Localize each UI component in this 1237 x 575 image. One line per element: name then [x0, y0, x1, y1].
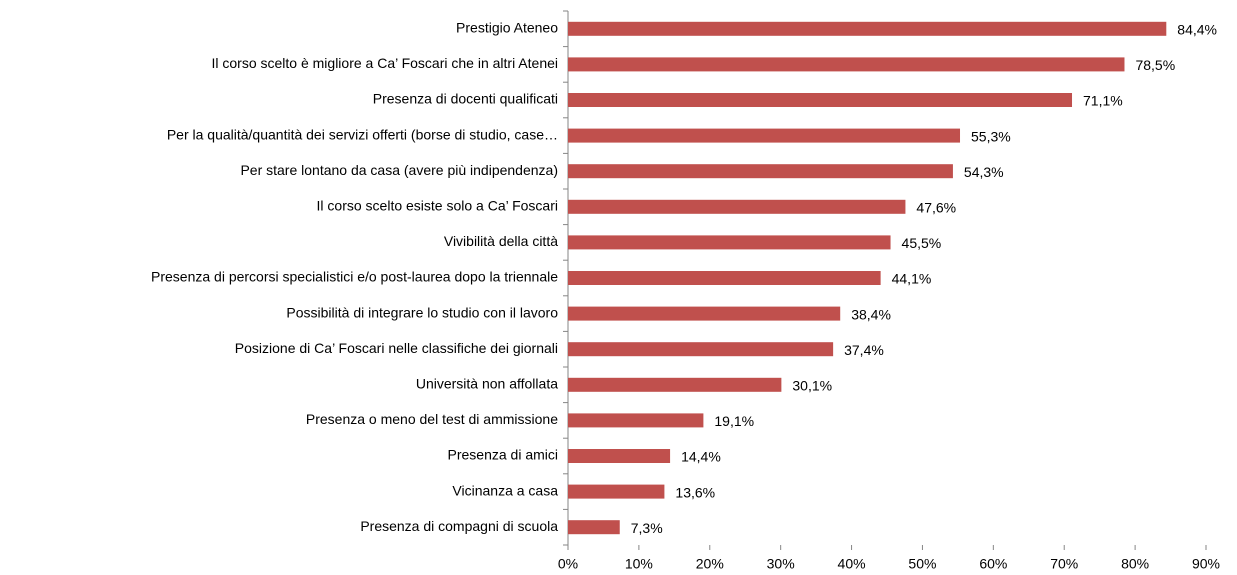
bar: [568, 128, 961, 143]
bar: [568, 93, 1073, 107]
y-tick-label: Vivibilità della città: [444, 233, 558, 249]
value-label: 45,5%: [902, 235, 942, 251]
value-label: 78,5%: [1135, 57, 1175, 73]
bar: [568, 199, 906, 214]
value-label: 47,6%: [916, 200, 956, 216]
value-label: 38,4%: [851, 306, 891, 322]
x-tick-label: 0%: [558, 556, 578, 572]
value-label: 7,3%: [631, 520, 663, 536]
value-label: 37,4%: [844, 342, 884, 358]
y-tick-label: Il corso scelto esiste solo a Ca’ Foscar…: [317, 198, 558, 214]
y-tick-label: Prestigio Ateneo: [456, 20, 558, 36]
x-tick-label: 20%: [696, 556, 724, 572]
bar: [568, 235, 891, 250]
x-tick-label: 50%: [908, 556, 936, 572]
value-label: 84,4%: [1177, 22, 1217, 38]
y-tick-label: Per la qualità/quantità dei servizi offe…: [167, 126, 558, 142]
x-tick-label: 90%: [1192, 556, 1220, 572]
bar: [568, 377, 782, 392]
value-label: 55,3%: [971, 128, 1011, 144]
bar: [568, 342, 834, 357]
value-label: 30,1%: [792, 378, 832, 394]
bar: [568, 271, 881, 285]
y-tick-label: Presenza di docenti qualificati: [373, 91, 558, 107]
bar: [568, 164, 953, 179]
bar: [568, 413, 704, 428]
bar: [568, 520, 620, 535]
bar: [568, 306, 841, 321]
y-tick-label: Possibilità di integrare lo studio con i…: [286, 304, 558, 320]
value-label: 13,6%: [675, 484, 715, 500]
x-tick-label: 30%: [767, 556, 795, 572]
bar: [568, 484, 665, 499]
y-tick-label: Per stare lontano da casa (avere più ind…: [240, 162, 558, 178]
y-tick-label: Il corso scelto è migliore a Ca’ Foscari…: [211, 55, 558, 71]
bar: [568, 57, 1125, 72]
x-tick-label: 80%: [1121, 556, 1149, 572]
y-tick-label: Presenza di compagni di scuola: [360, 518, 558, 534]
y-tick-label: Università non affollata: [416, 376, 558, 392]
y-tick-label: Presenza di amici: [448, 447, 559, 463]
y-tick-label: Vicinanza a casa: [452, 482, 558, 498]
value-label: 71,1%: [1083, 93, 1123, 109]
value-label: 19,1%: [714, 413, 754, 429]
y-tick-label: Presenza o meno del test di ammissione: [306, 411, 558, 427]
y-tick-label: Posizione di Ca’ Foscari nelle classific…: [235, 340, 558, 356]
y-tick-label: Presenza di percorsi specialistici e/o p…: [151, 269, 558, 285]
x-tick-label: 10%: [625, 556, 653, 572]
value-label: 54,3%: [964, 164, 1004, 180]
value-label: 14,4%: [681, 449, 721, 465]
x-tick-label: 70%: [1050, 556, 1078, 572]
value-label: 44,1%: [892, 271, 932, 287]
x-tick-label: 40%: [838, 556, 866, 572]
x-tick-label: 60%: [979, 556, 1007, 572]
bar: [568, 21, 1167, 36]
bar: [568, 449, 671, 463]
